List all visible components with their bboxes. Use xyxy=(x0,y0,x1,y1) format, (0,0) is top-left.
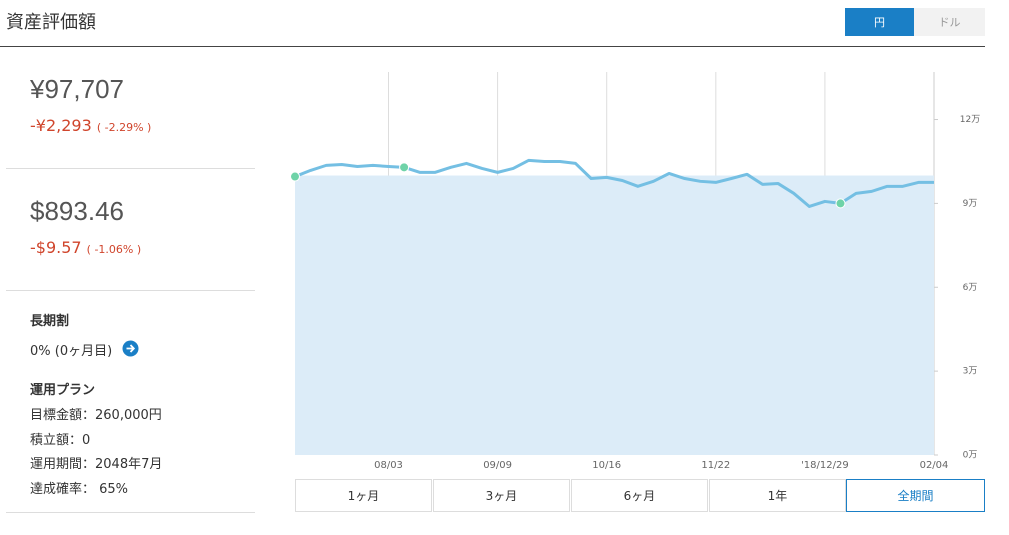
long-term-status: 0% (0ヶ月目) xyxy=(30,344,113,359)
y-tick-label: 6万 xyxy=(963,283,978,293)
separator xyxy=(6,512,255,513)
usd-change-amount: -$9.57 xyxy=(30,238,82,257)
plan-item: 達成確率： 65% xyxy=(30,482,129,497)
area xyxy=(295,175,934,455)
y-tick-label: 3万 xyxy=(963,367,978,377)
separator xyxy=(6,290,255,291)
plan-title: 運用プラン xyxy=(30,383,96,398)
event-point xyxy=(835,198,846,209)
x-tick-label: '18/12/29 xyxy=(801,460,849,471)
x-tick-label: 08/03 xyxy=(374,460,403,471)
separator xyxy=(6,168,255,169)
chart: 08/03 09/09 10/16 11/22 '18/12/29 02/04 0万 3万 6万… xyxy=(290,72,980,471)
range-button[interactable]: 1年 xyxy=(709,479,846,512)
y-tick-label: 12万 xyxy=(960,115,980,125)
arrow-button[interactable] xyxy=(122,340,139,357)
plan-item: 目標金額：260,000円 xyxy=(30,408,162,423)
range-button[interactable]: 6ヶ月 xyxy=(571,479,708,512)
toggle-yen[interactable]: 円 xyxy=(845,8,914,36)
usd-change-pct: ( -1.06% ) xyxy=(86,243,142,256)
header-rule xyxy=(0,46,985,47)
yen-value: ¥97,707 xyxy=(30,74,124,104)
usd-value: $893.46 xyxy=(30,196,124,226)
toggle-usd[interactable]: ドル xyxy=(914,8,985,36)
x-tick-label: 10/16 xyxy=(592,460,621,471)
yen-change-pct: ( -2.29% ) xyxy=(96,121,152,134)
usd-change: -$9.57 ( -1.06% ) xyxy=(30,238,141,257)
plan-item: 積立額：0 xyxy=(30,433,91,448)
long-term-title: 長期割 xyxy=(30,314,70,329)
yen-change-amount: -¥2,293 xyxy=(30,116,92,135)
range-button[interactable]: 1ヶ月 xyxy=(295,479,432,512)
y-tick-label: 9万 xyxy=(963,199,978,209)
event-point xyxy=(290,171,300,182)
event-point xyxy=(399,162,410,173)
plan-item: 運用期間：2048年7月 xyxy=(30,457,163,472)
range-button[interactable]: 3ヶ月 xyxy=(433,479,570,512)
x-tick-label: 09/09 xyxy=(483,460,512,471)
y-tick-label: 0万 xyxy=(963,451,978,461)
range-button-active[interactable]: 全期間 xyxy=(846,479,985,512)
page-title: 資産評価額 xyxy=(6,12,96,33)
yen-change: -¥2,293 ( -2.29% ) xyxy=(30,116,151,135)
x-tick-label: 02/04 xyxy=(920,460,949,471)
x-tick-label: 11/22 xyxy=(701,460,730,471)
